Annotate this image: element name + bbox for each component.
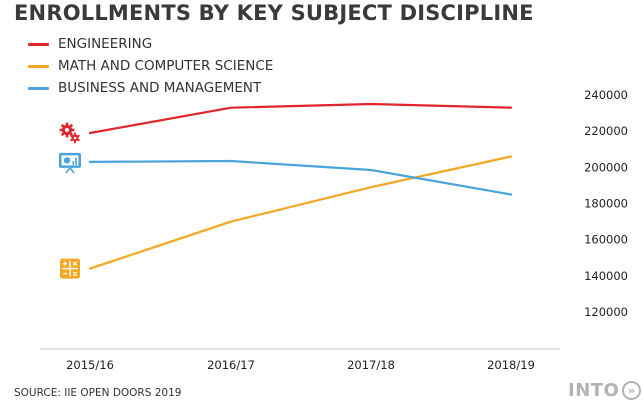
source-note: SOURCE: IIE OPEN DOORS 2019 <box>14 387 182 399</box>
y-tick-label: 140000 <box>584 269 628 283</box>
chart-title: ENROLLMENTS BY KEY SUBJECT DISCIPLINE <box>14 1 534 25</box>
series-line-business-and-management <box>88 159 513 196</box>
gears-icon <box>59 122 81 144</box>
y-tick-label: 240000 <box>584 88 628 102</box>
x-tick-label: 2016/17 <box>207 358 255 372</box>
brand-logo: INTO » <box>568 380 642 401</box>
x-tick-label: 2015/16 <box>66 358 114 372</box>
series-line-engineering <box>88 102 513 135</box>
legend: ENGINEERING MATH AND COMPUTER SCIENCE BU… <box>28 33 273 99</box>
legend-label-business-management: BUSINESS AND MANAGEMENT <box>58 80 262 96</box>
calculator-icon <box>60 258 80 279</box>
y-tick-label: 220000 <box>584 124 628 138</box>
legend-label-engineering: ENGINEERING <box>58 36 153 52</box>
presentation-chart-icon <box>59 152 81 174</box>
y-tick-label: 160000 <box>584 233 628 247</box>
double-chevron-right-icon: » <box>622 381 642 400</box>
series-line-math-and-computer-science <box>88 155 513 270</box>
y-tick-label: 200000 <box>584 160 628 174</box>
legend-swatch-business-management <box>28 86 49 90</box>
legend-label-math-computer-science: MATH AND COMPUTER SCIENCE <box>58 58 274 74</box>
x-tick-label: 2017/18 <box>347 358 395 372</box>
x-tick-label: 2018/19 <box>487 358 535 372</box>
legend-item-math-computer-science: MATH AND COMPUTER SCIENCE <box>28 55 273 77</box>
legend-item-business-management: BUSINESS AND MANAGEMENT <box>28 77 273 99</box>
legend-item-engineering: ENGINEERING <box>28 33 273 55</box>
y-tick-label: 180000 <box>584 197 628 211</box>
legend-swatch-engineering <box>28 42 49 46</box>
brand-text: INTO <box>568 380 620 401</box>
legend-swatch-math-computer-science <box>28 64 49 68</box>
y-tick-label: 120000 <box>584 305 628 319</box>
